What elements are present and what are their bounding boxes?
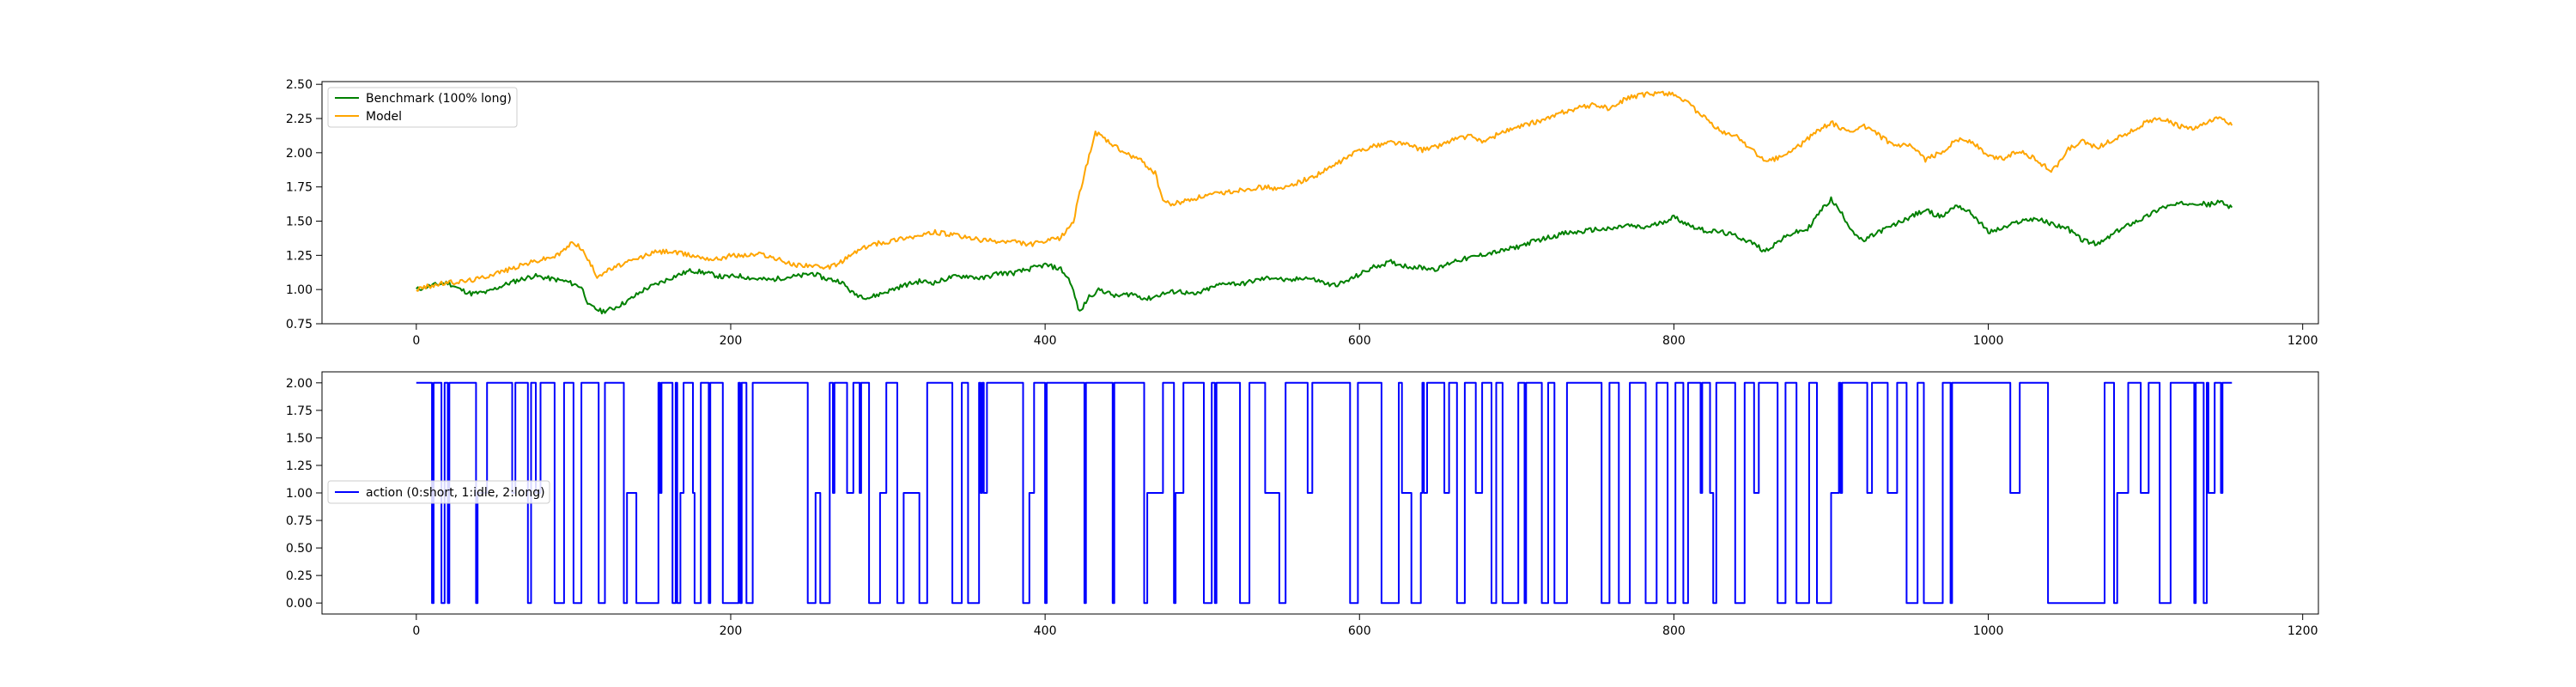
y-tick-label: 0.25 xyxy=(286,569,313,583)
legend-label-benchmark: Benchmark (100% long) xyxy=(366,92,512,106)
x-tick-label: 0 xyxy=(412,334,420,348)
series-line-action-0-short-1-idle-2-long xyxy=(416,381,2233,605)
series-line-benchmark-100-long xyxy=(416,196,2233,315)
y-tick-label: 2.00 xyxy=(286,147,313,161)
y-tick-label: 0.75 xyxy=(286,514,313,528)
x-tick-label: 400 xyxy=(1034,334,1057,348)
x-tick-label: 1200 xyxy=(2287,334,2318,348)
x-tick-label: 200 xyxy=(720,624,743,638)
y-tick-label: 1.50 xyxy=(286,432,313,446)
axes-frame xyxy=(321,81,2319,325)
legend: action (0:short, 1:idle, 2:long) xyxy=(327,480,550,504)
legend-box xyxy=(327,480,550,504)
y-tick-label: 1.50 xyxy=(286,216,313,229)
y-tick-label: 1.00 xyxy=(286,487,313,501)
y-tick-label: 1.75 xyxy=(286,181,313,195)
y-tick-label: 1.25 xyxy=(286,249,313,263)
x-tick-label: 800 xyxy=(1662,624,1686,638)
y-tick-label: 2.00 xyxy=(286,377,313,391)
x-axis: 0 200 400 600 800 1000 1200 xyxy=(412,614,2318,638)
x-tick-label: 200 xyxy=(720,334,743,348)
legend-label-model: Model xyxy=(366,110,402,124)
plot-area xyxy=(416,381,2233,605)
x-tick-label: 400 xyxy=(1034,624,1057,638)
y-tick-label: 2.25 xyxy=(286,112,313,126)
plot-area xyxy=(416,90,2233,315)
y-axis: 0.00 0.25 0.50 0.75 1.00 1.25 1.50 1.75 2.00 xyxy=(286,377,322,611)
x-axis: 0 200 400 600 800 1000 1200 xyxy=(412,324,2318,348)
legend-label-action: action (0:short, 1:idle, 2:long) xyxy=(366,486,545,500)
y-tick-label: 2.50 xyxy=(286,78,313,92)
y-tick-label: 1.25 xyxy=(286,459,313,473)
y-tick-label: 0.75 xyxy=(286,318,313,331)
x-tick-label: 1200 xyxy=(2287,624,2318,638)
x-tick-label: 1000 xyxy=(1973,334,2004,348)
y-axis: 0.75 1.00 1.25 1.50 1.75 2.00 2.25 2.50 xyxy=(286,78,322,331)
y-tick-label: 0.50 xyxy=(286,542,313,556)
series-line-model xyxy=(416,90,2233,292)
y-tick-label: 1.75 xyxy=(286,404,313,418)
action-plot: 0 200 400 600 800 1000 1200 0.00 0.25 0.50 0.75 1.… xyxy=(286,371,2319,638)
legend-box xyxy=(327,87,518,128)
x-tick-label: 0 xyxy=(412,624,420,638)
equity-curve-plot: 0 200 400 600 800 1000 1200 0.75 1.00 1.25 1.50 1.… xyxy=(286,78,2319,348)
x-tick-label: 600 xyxy=(1348,334,1371,348)
y-tick-label: 1.00 xyxy=(286,283,313,297)
x-tick-label: 600 xyxy=(1348,624,1371,638)
x-tick-label: 1000 xyxy=(1973,624,2004,638)
legend: Benchmark (100% long) Model xyxy=(327,87,518,128)
x-tick-label: 800 xyxy=(1662,334,1686,348)
y-tick-label: 0.00 xyxy=(286,597,313,611)
